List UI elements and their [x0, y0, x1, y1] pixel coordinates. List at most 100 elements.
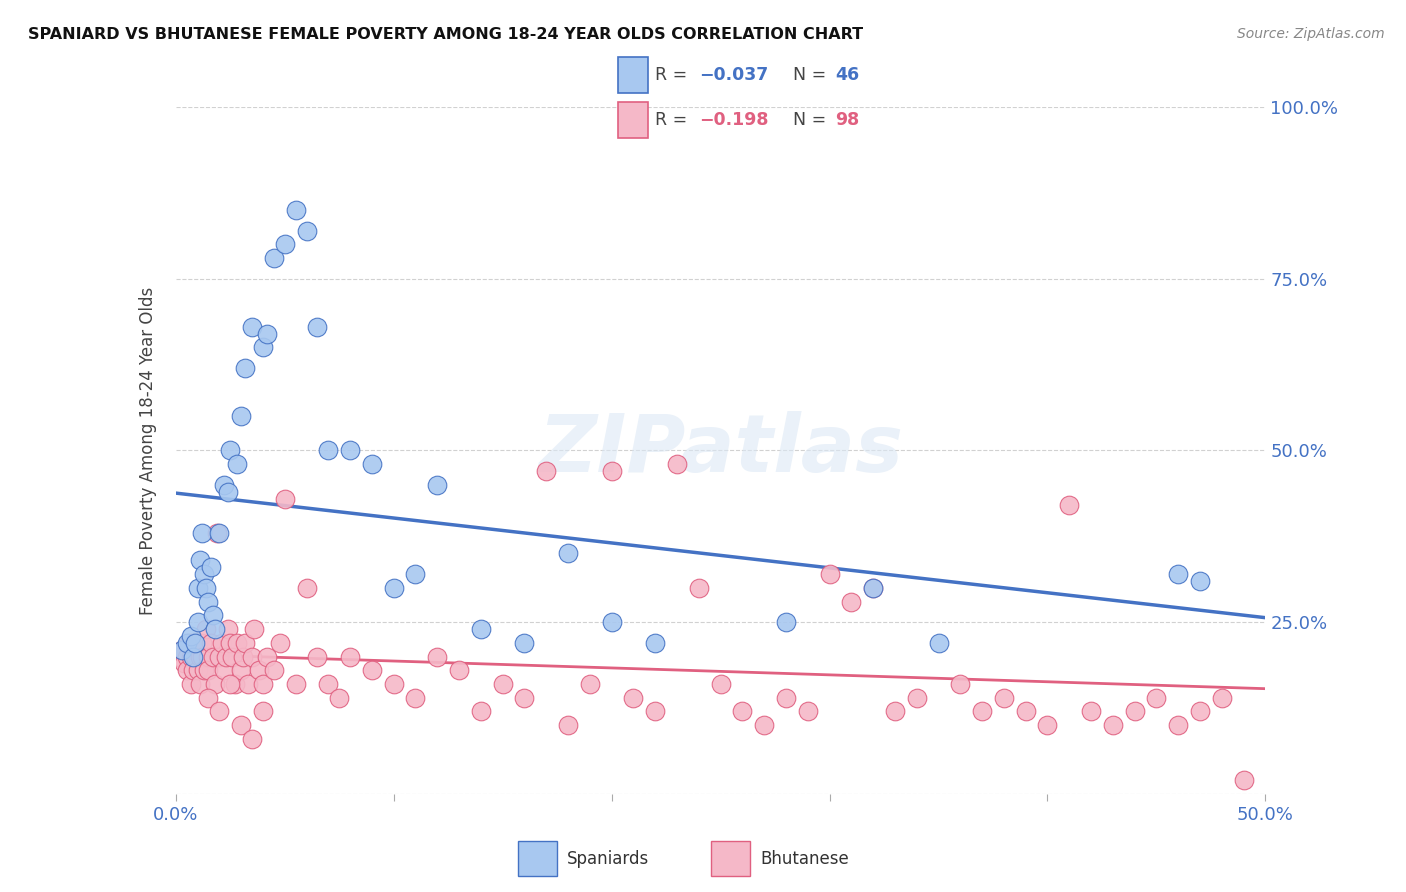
Point [600, 464, 623, 478]
Point [1102, 718, 1125, 732]
Point [219, 636, 242, 650]
Point [208, 525, 231, 540]
Text: SPANIARD VS BHUTANESE FEMALE POVERTY AMONG 18-24 YEAR OLDS CORRELATION CHART: SPANIARD VS BHUTANESE FEMALE POVERTY AMO… [28, 27, 863, 42]
Point [710, 677, 733, 691]
Text: 46: 46 [835, 66, 859, 84]
Point [176, 649, 198, 664]
Point [219, 677, 242, 691]
Text: N =: N = [793, 66, 832, 84]
Point [197, 649, 219, 664]
Text: Bhutanese: Bhutanese [761, 849, 849, 868]
Point [644, 636, 666, 650]
Text: N =: N = [793, 111, 832, 129]
Point [180, 677, 202, 691]
FancyBboxPatch shape [617, 57, 648, 93]
Point [181, 663, 204, 677]
Point [513, 690, 536, 705]
Point [200, 636, 222, 650]
Text: −0.037: −0.037 [699, 66, 769, 84]
Point [295, 224, 318, 238]
Point [818, 567, 841, 582]
Point [172, 642, 194, 657]
Point [426, 478, 449, 492]
Point [176, 663, 198, 677]
Point [274, 491, 297, 506]
Point [201, 649, 224, 664]
Point [269, 636, 291, 650]
Point [172, 642, 194, 657]
Point [177, 636, 200, 650]
Point [236, 677, 259, 691]
Point [284, 677, 307, 691]
Point [184, 636, 207, 650]
Point [1167, 718, 1189, 732]
Text: 98: 98 [835, 111, 859, 129]
Point [217, 622, 239, 636]
Point [470, 705, 492, 719]
Point [928, 636, 950, 650]
Point [1189, 705, 1212, 719]
Point [731, 705, 754, 719]
Point [426, 649, 449, 664]
Text: R =: R = [655, 66, 693, 84]
Y-axis label: Female Poverty Among 18-24 Year Olds: Female Poverty Among 18-24 Year Olds [139, 286, 157, 615]
Point [775, 615, 797, 630]
Point [215, 649, 238, 664]
Point [188, 649, 211, 664]
Text: −0.198: −0.198 [699, 111, 769, 129]
Point [328, 690, 350, 705]
Point [252, 340, 274, 354]
Point [240, 649, 263, 664]
Point [447, 663, 470, 677]
Point [235, 636, 257, 650]
Point [173, 657, 195, 671]
Point [339, 443, 361, 458]
Point [382, 581, 405, 595]
Point [240, 319, 263, 334]
Point [382, 677, 405, 691]
Point [217, 484, 239, 499]
Point [240, 731, 263, 746]
Point [219, 443, 242, 458]
Point [579, 677, 602, 691]
Point [1211, 690, 1233, 705]
Point [180, 649, 202, 664]
Text: Spaniards: Spaniards [567, 849, 650, 868]
Point [284, 203, 307, 218]
Point [1036, 718, 1059, 732]
Point [1057, 499, 1080, 513]
Point [231, 409, 253, 423]
Point [557, 718, 579, 732]
Point [191, 636, 214, 650]
Point [205, 525, 228, 540]
FancyBboxPatch shape [517, 841, 557, 876]
Point [360, 663, 382, 677]
Point [884, 705, 907, 719]
Point [1167, 567, 1189, 582]
Point [180, 629, 202, 643]
Point [191, 525, 214, 540]
Point [1080, 705, 1102, 719]
Point [318, 677, 340, 691]
Point [225, 636, 247, 650]
Point [191, 649, 214, 664]
Point [841, 594, 863, 608]
Point [775, 690, 797, 705]
Point [862, 581, 884, 595]
Point [200, 560, 222, 574]
Point [247, 663, 270, 677]
Point [1232, 773, 1256, 788]
Point [993, 690, 1015, 705]
Point [232, 649, 254, 664]
Point [231, 718, 253, 732]
Point [195, 622, 218, 636]
Text: ZIPatlas: ZIPatlas [538, 411, 903, 490]
Point [644, 705, 666, 719]
Point [307, 649, 329, 664]
Point [235, 361, 257, 376]
Point [600, 615, 623, 630]
Point [360, 457, 382, 471]
Point [193, 567, 215, 582]
Point [256, 326, 278, 341]
Point [221, 649, 243, 664]
